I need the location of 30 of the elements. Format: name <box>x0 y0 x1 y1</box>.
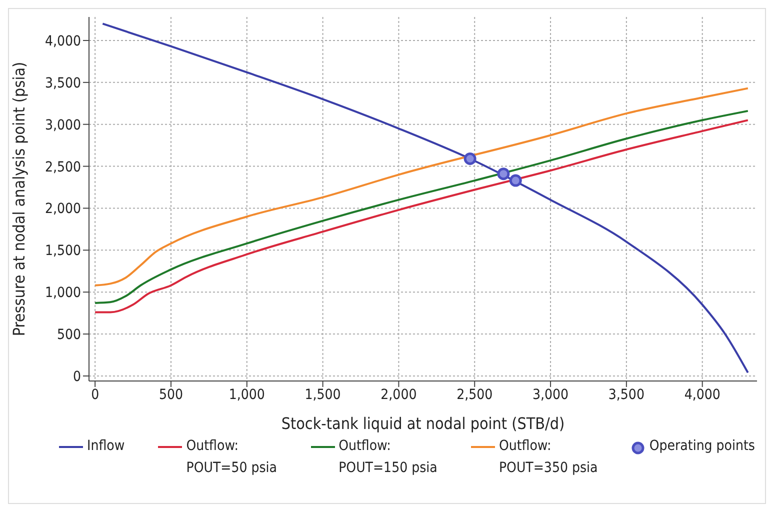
x-tick-label: 2,500 <box>456 386 493 403</box>
y-tick-label: 2,500 <box>44 159 81 176</box>
x-tick-label: 3,500 <box>608 386 644 403</box>
y-tick-label: 2,000 <box>44 201 81 218</box>
y-tick-label: 1,000 <box>44 285 81 302</box>
legend-label: Outflow: POUT=350 psia <box>498 437 598 478</box>
y-tick-label: 3,500 <box>44 75 81 92</box>
x-tick-label: 0 <box>91 386 100 403</box>
point <box>509 174 522 187</box>
point <box>497 168 510 180</box>
y-tick-label: 500 <box>56 327 81 343</box>
legend-label: Outflow: POUT=150 psia <box>338 437 438 478</box>
x-tick-label: 4,000 <box>684 386 720 403</box>
line-series <box>94 87 749 286</box>
y-tick-label: 3,000 <box>44 117 81 134</box>
legend-label: Inflow <box>87 437 125 456</box>
x-tick-label: 1,500 <box>304 386 341 403</box>
legend-label: Outflow: POUT=50 psia <box>186 437 277 478</box>
x-tick-label: 2,000 <box>380 386 417 403</box>
y-tick-label: 0 <box>72 368 81 385</box>
y-tick-label: 4,000 <box>44 33 81 50</box>
line-series <box>102 22 749 374</box>
y-axis-title: Pressure at nodal analysis point (psia) <box>10 62 29 336</box>
x-tick-label: 3,000 <box>532 386 569 403</box>
y-tick-label: 1,500 <box>44 243 81 260</box>
legend-label: Operating points <box>649 437 755 456</box>
x-tick-label: 1,000 <box>228 386 265 403</box>
point <box>464 152 476 165</box>
x-tick-label: 500 <box>158 386 184 403</box>
x-axis-title: Stock-tank liquid at nodal point (STB/d) <box>281 414 565 433</box>
